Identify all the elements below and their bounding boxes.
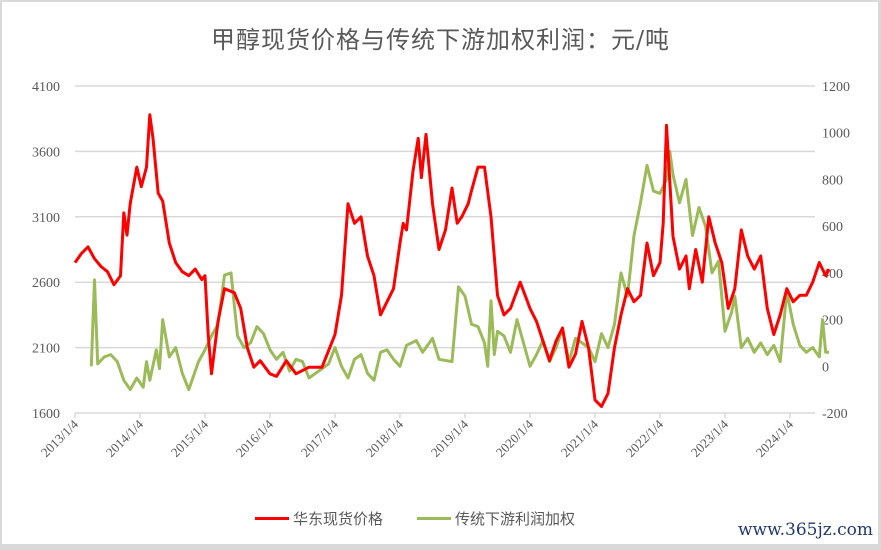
legend-label: 传统下游利润加权: [455, 510, 576, 528]
x-tick-label: 2023/1/4: [688, 416, 732, 460]
x-tick-label: 2018/1/4: [363, 416, 407, 460]
y-left-tick: 1600: [32, 407, 60, 422]
legend-swatch-red: [255, 517, 289, 520]
legend-swatch-green: [417, 517, 452, 520]
watermark: www.365jz.com: [738, 520, 873, 540]
gridlines: [75, 85, 815, 414]
y-right-tick: 200: [822, 314, 843, 329]
x-tick-label: 2015/1/4: [168, 416, 212, 460]
y-right-tick: 0: [822, 360, 829, 375]
x-tick-label: 2021/1/4: [558, 416, 602, 460]
series-line-price: [73, 113, 831, 408]
y-right-tick: -200: [822, 407, 848, 422]
y-left-tick: 2600: [32, 276, 60, 291]
y-right-tick: 1200: [822, 80, 850, 95]
x-tick-label: 2024/1/4: [753, 416, 797, 460]
chart-title: 甲醇现货价格与传统下游加权利润：元/吨: [210, 26, 671, 54]
x-axis: 2013/1/4 2014/1/4 2015/1/4 2016/1/4 2017/1/4…: [38, 413, 797, 460]
y-left-tick: 3100: [32, 211, 60, 226]
x-tick-label: 2017/1/4: [298, 416, 342, 460]
legend: 华东现货价格 传统下游利润加权: [255, 508, 609, 529]
legend-item-profit: 传统下游利润加权: [417, 508, 575, 529]
x-tick-label: 2016/1/4: [233, 416, 277, 460]
x-tick-label: 2019/1/4: [428, 416, 472, 460]
y-left-tick: 4100: [32, 80, 60, 95]
y-right-tick: 800: [822, 173, 843, 188]
series-lines: [73, 113, 831, 408]
x-tick-label: 2020/1/4: [493, 416, 537, 460]
legend-item-price: 华东现货价格: [255, 508, 383, 529]
y-right-tick: 1000: [822, 127, 850, 142]
y-axis-left: 1600 2100 2600 3100 3600 4100: [32, 80, 60, 422]
legend-label: 华东现货价格: [293, 510, 384, 528]
series-line-profit: [89, 149, 829, 392]
y-left-tick: 3600: [32, 145, 60, 160]
chart-frame: [2, 2, 878, 544]
y-right-tick: 600: [822, 220, 843, 235]
x-tick-label: 2014/1/4: [103, 416, 147, 460]
x-tick-label: 2013/1/4: [38, 416, 82, 460]
y-left-tick: 2100: [32, 342, 60, 357]
x-tick-label: 2022/1/4: [623, 416, 667, 460]
